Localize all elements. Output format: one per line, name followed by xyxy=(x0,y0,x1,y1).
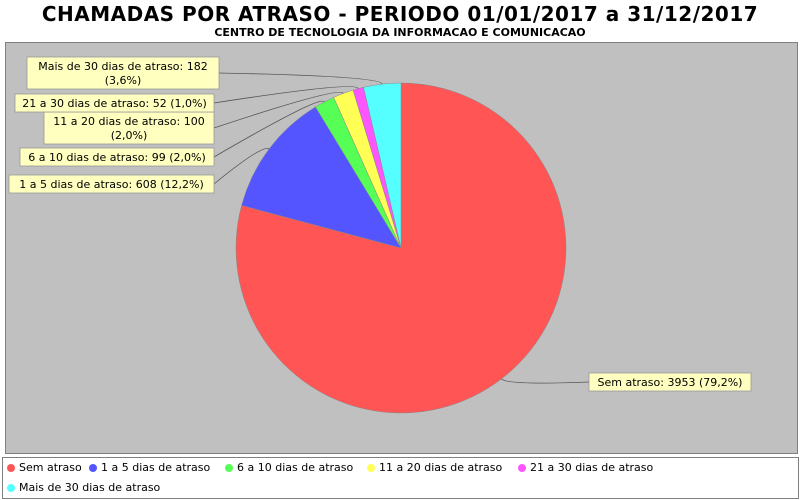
pie-slice xyxy=(363,82,402,249)
slice-label: Sem atraso: 3953 (79,2%) xyxy=(588,372,752,392)
slice-label: 11 a 20 dias de atraso: 100(2,0%) xyxy=(43,111,215,145)
legend: Sem atraso 1 a 5 dias de atraso 6 a 10 dia… xyxy=(2,457,799,499)
legend-swatch xyxy=(7,483,15,492)
svg-text:6 a 10 dias de atraso: 99 (2,0: 6 a 10 dias de atraso: 99 (2,0%) xyxy=(28,151,205,164)
slice-label: 21 a 30 dias de atraso: 52 (1,0%) xyxy=(14,93,215,113)
pie-slice xyxy=(235,82,567,414)
legend-label: 11 a 20 dias de atraso xyxy=(379,461,503,474)
leader-line xyxy=(213,148,270,185)
legend-item: 6 a 10 dias de atraso xyxy=(225,461,353,474)
plot-area: Sem atraso: 3953 (79,2%) 1 a 5 dias de at… xyxy=(5,42,798,454)
legend-label: 21 a 30 dias de atraso xyxy=(530,461,654,474)
legend-item: Sem atraso xyxy=(7,461,82,474)
chart-title: CHAMADAS POR ATRASO - PERIODO 01/01/2017… xyxy=(41,2,759,26)
slice-label: Mais de 30 dias de atraso: 182(3,6%) xyxy=(26,56,220,90)
legend-swatch xyxy=(367,463,375,472)
legend-swatch xyxy=(225,463,233,472)
legend-item: Mais de 30 dias de atraso xyxy=(7,481,160,494)
legend-label: Mais de 30 dias de atraso xyxy=(19,481,161,494)
pie-chart: Sem atraso: 3953 (79,2%) 1 a 5 dias de at… xyxy=(8,56,752,414)
svg-text:(3,6%): (3,6%) xyxy=(105,74,142,87)
svg-text:(2,0%): (2,0%) xyxy=(111,129,148,142)
svg-text:Mais de 30 dias de atraso: 182: Mais de 30 dias de atraso: 182 xyxy=(38,60,208,73)
legend-item: 11 a 20 dias de atraso xyxy=(367,461,502,474)
legend-label: 1 a 5 dias de atraso xyxy=(101,461,211,474)
legend-label: 6 a 10 dias de atraso xyxy=(237,461,354,474)
svg-text:21 a 30 dias de atraso: 52 (1,: 21 a 30 dias de atraso: 52 (1,0%) xyxy=(22,97,206,110)
legend-item: 21 a 30 dias de atraso xyxy=(518,461,653,474)
legend-swatch xyxy=(89,463,97,472)
legend-item: 1 a 5 dias de atraso xyxy=(89,461,210,474)
leader-line xyxy=(213,100,325,158)
svg-text:Sem atraso: 3953 (79,2%): Sem atraso: 3953 (79,2%) xyxy=(598,376,743,389)
legend-label: Sem atraso xyxy=(19,461,82,474)
legend-swatch xyxy=(7,463,15,472)
leader-line xyxy=(218,72,383,85)
slice-label: 6 a 10 dias de atraso: 99 (2,0%) xyxy=(19,147,215,167)
legend-swatch xyxy=(518,463,526,472)
leader-line xyxy=(213,86,359,104)
svg-text:11 a 20 dias de atraso: 100: 11 a 20 dias de atraso: 100 xyxy=(53,115,204,128)
leader-line xyxy=(213,91,344,129)
svg-text:1 a 5 dias de atraso: 608 (12,: 1 a 5 dias de atraso: 608 (12,2%) xyxy=(19,178,203,191)
slice-label: 1 a 5 dias de atraso: 608 (12,2%) xyxy=(8,174,215,194)
chart-subtitle: CENTRO DE TECNOLOGIA DA INFORMACAO E COM… xyxy=(214,26,586,39)
leader-line xyxy=(501,378,590,384)
